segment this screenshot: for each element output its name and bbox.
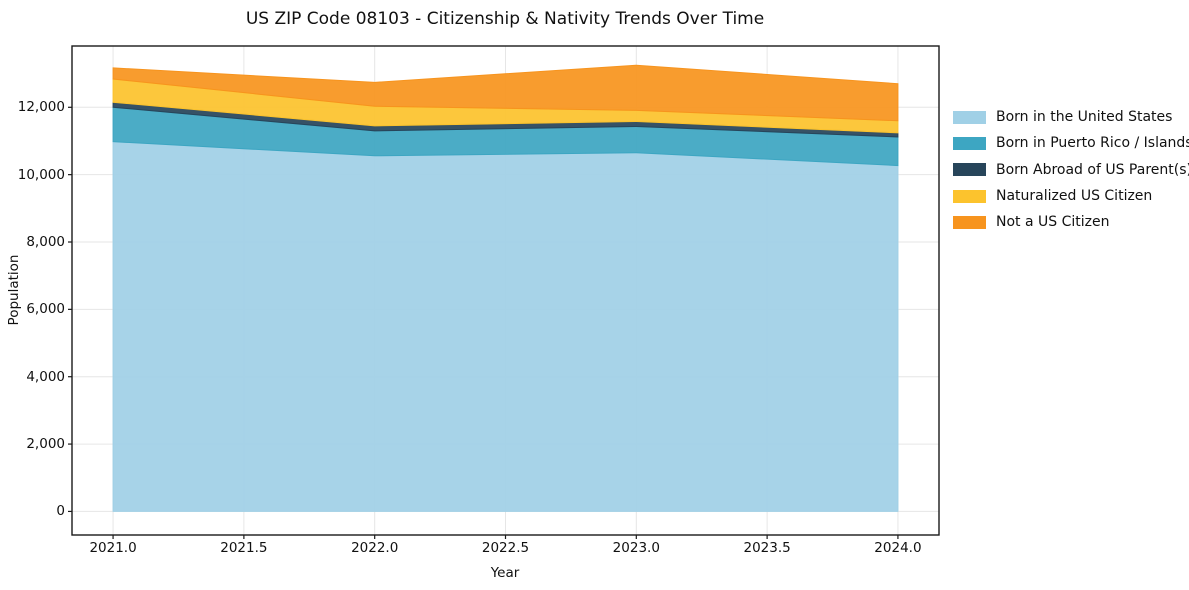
- y-tick-label: 10,000: [17, 166, 65, 183]
- legend-row: Born Abroad of US Parent(s): [953, 157, 1189, 183]
- legend-swatch-icon: [953, 215, 986, 229]
- x-tick-label: 2021.5: [220, 540, 268, 556]
- y-tick-label: 8,000: [26, 234, 65, 250]
- legend-swatch-icon: [953, 110, 986, 124]
- y-tick-label: 6,000: [26, 301, 65, 318]
- chart-title: US ZIP Code 08103 - Citizenship & Nativi…: [245, 9, 765, 29]
- x-tick-label: 2024.0: [874, 540, 922, 556]
- y-tick-label: 12,000: [17, 99, 65, 116]
- legend-label: Naturalized US Citizen: [996, 188, 1153, 205]
- y-tick-label: 4,000: [26, 368, 65, 385]
- legend-label: Not a US Citizen: [996, 214, 1110, 231]
- y-tick-label: 2,000: [26, 436, 65, 453]
- x-tick-label: 2021.0: [89, 540, 137, 556]
- x-tick-label: 2022.0: [351, 540, 399, 556]
- legend-swatch-icon: [953, 136, 986, 150]
- legend-label: Born Abroad of US Parent(s): [996, 161, 1189, 178]
- y-tick-label: 0: [56, 503, 65, 520]
- area-not-a-us-citizen: [112, 64, 899, 122]
- area-born-in-the-united-states: [112, 141, 899, 512]
- y-axis-label: Population: [6, 254, 22, 326]
- x-tick-label: 2023.0: [612, 540, 660, 556]
- legend: Born in the United States Born in Puerto …: [953, 104, 1189, 235]
- x-tick-label: 2023.5: [743, 540, 791, 556]
- legend-row: Born in Puerto Rico / Islands: [953, 130, 1189, 156]
- legend-label: Born in Puerto Rico / Islands: [996, 135, 1189, 152]
- legend-swatch-icon: [953, 163, 986, 177]
- x-axis-label: Year: [490, 565, 520, 581]
- legend-row: Born in the United States: [953, 104, 1189, 130]
- legend-row: Naturalized US Citizen: [953, 183, 1189, 209]
- legend-label: Born in the United States: [996, 109, 1173, 126]
- x-tick-label: 2022.5: [481, 540, 530, 556]
- legend-row: Not a US Citizen: [953, 209, 1189, 235]
- legend-swatch-icon: [953, 189, 986, 203]
